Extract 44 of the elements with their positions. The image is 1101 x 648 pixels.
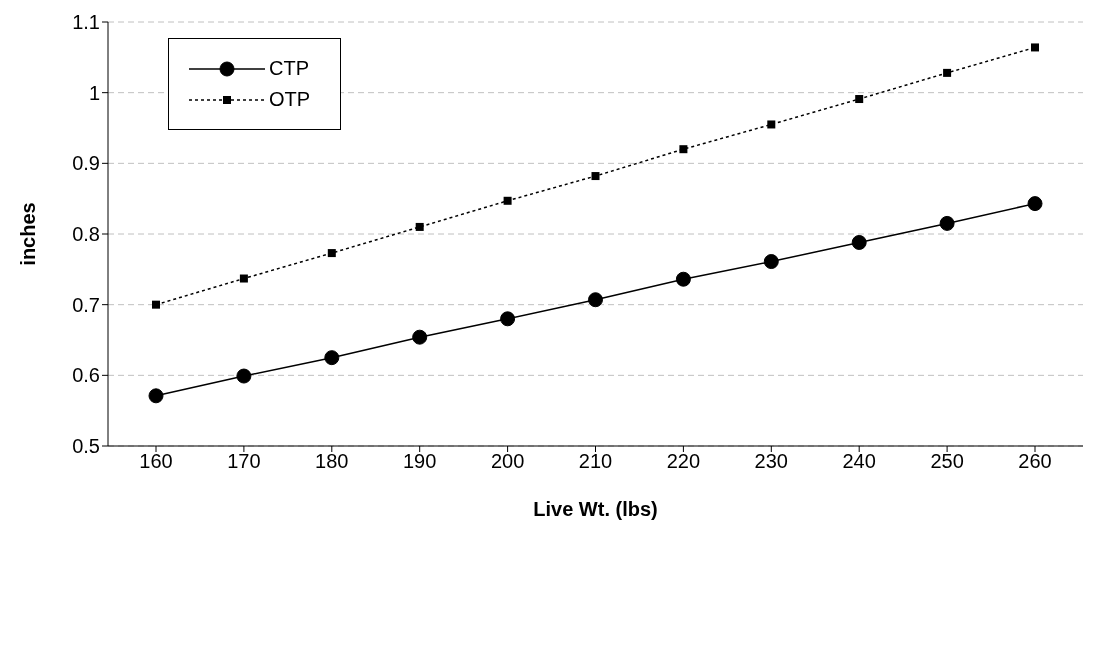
- x-tick-label: 190: [403, 450, 437, 473]
- point: [415, 222, 424, 231]
- point: [239, 274, 248, 283]
- point: [148, 388, 164, 404]
- point: [327, 249, 336, 258]
- x-tick-label: 250: [930, 450, 964, 473]
- x-tick-label: 220: [666, 450, 701, 473]
- point: [588, 292, 603, 308]
- x-tick-label: 210: [578, 450, 613, 473]
- y-tick-label: 0.6: [72, 364, 100, 387]
- point: [767, 120, 776, 129]
- y-tick-label: 0.5: [72, 435, 100, 458]
- point: [1031, 43, 1039, 52]
- point: [591, 172, 600, 181]
- point: [412, 329, 428, 345]
- x-tick-label: 230: [754, 450, 788, 473]
- y-tick-label: 0.7: [72, 293, 100, 316]
- x-tick-label: 200: [490, 450, 525, 473]
- point: [324, 350, 340, 366]
- point: [675, 271, 691, 287]
- point: [763, 254, 779, 270]
- y-axis-title: inches: [17, 202, 40, 266]
- point: [500, 311, 516, 327]
- x-tick-label: 170: [227, 450, 261, 473]
- y-tick-label: 1: [88, 81, 100, 104]
- x-tick-label: 180: [315, 450, 349, 473]
- point: [503, 196, 512, 205]
- x-tick-label: 260: [1018, 450, 1052, 473]
- x-tick-label: 240: [842, 450, 876, 473]
- legend-label: CTP: [269, 57, 309, 80]
- point: [855, 95, 864, 104]
- point: [236, 368, 252, 384]
- x-axis-title: Live Wt. (lbs): [533, 498, 658, 520]
- y-tick-label: 0.8: [72, 223, 100, 246]
- point: [679, 145, 688, 154]
- point: [943, 68, 952, 77]
- point: [1027, 196, 1043, 212]
- x-tick-label: 160: [139, 450, 173, 473]
- y-tick-label: 0.9: [72, 152, 100, 175]
- point: [939, 215, 955, 231]
- point: [152, 300, 160, 309]
- legend-label: OTP: [269, 88, 311, 111]
- y-tick-label: 1.1: [72, 11, 100, 34]
- point: [851, 234, 867, 250]
